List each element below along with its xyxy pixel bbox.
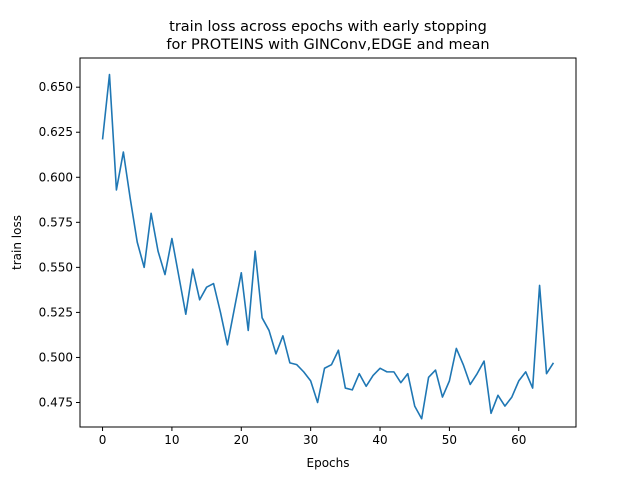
x-tick-label: 30 <box>303 433 318 447</box>
y-tick-label: 0.600 <box>39 170 73 184</box>
chart-title: train loss across epochs with early stop… <box>169 19 487 35</box>
chart-subtitle: for PROTEINS with GINConv,EDGE and mean <box>166 37 489 53</box>
y-tick-label: 0.625 <box>39 125 73 139</box>
y-tick-label: 0.650 <box>39 80 73 94</box>
x-axis: 0 10 20 30 40 50 60 <box>99 427 526 447</box>
x-tick-label: 10 <box>164 433 179 447</box>
y-tick-label: 0.500 <box>39 350 73 364</box>
y-tick-label: 0.550 <box>39 260 73 274</box>
y-tick-label: 0.475 <box>39 395 73 409</box>
y-axis: 0.475 0.500 0.525 0.550 0.575 0.600 0.625 0.650 <box>39 80 80 409</box>
plot-area-frame <box>79 57 577 428</box>
x-tick-label: 40 <box>372 433 387 447</box>
y-tick-label: 0.525 <box>39 305 73 319</box>
train-loss-series-line <box>101 73 555 420</box>
x-tick-label: 50 <box>442 433 457 447</box>
x-tick-label: 20 <box>234 433 249 447</box>
x-tick-label: 60 <box>511 433 526 447</box>
y-axis-label: train loss <box>10 215 24 270</box>
y-tick-label: 0.575 <box>39 215 73 229</box>
x-axis-label: Epochs <box>307 456 350 470</box>
x-tick-label: 0 <box>99 433 107 447</box>
